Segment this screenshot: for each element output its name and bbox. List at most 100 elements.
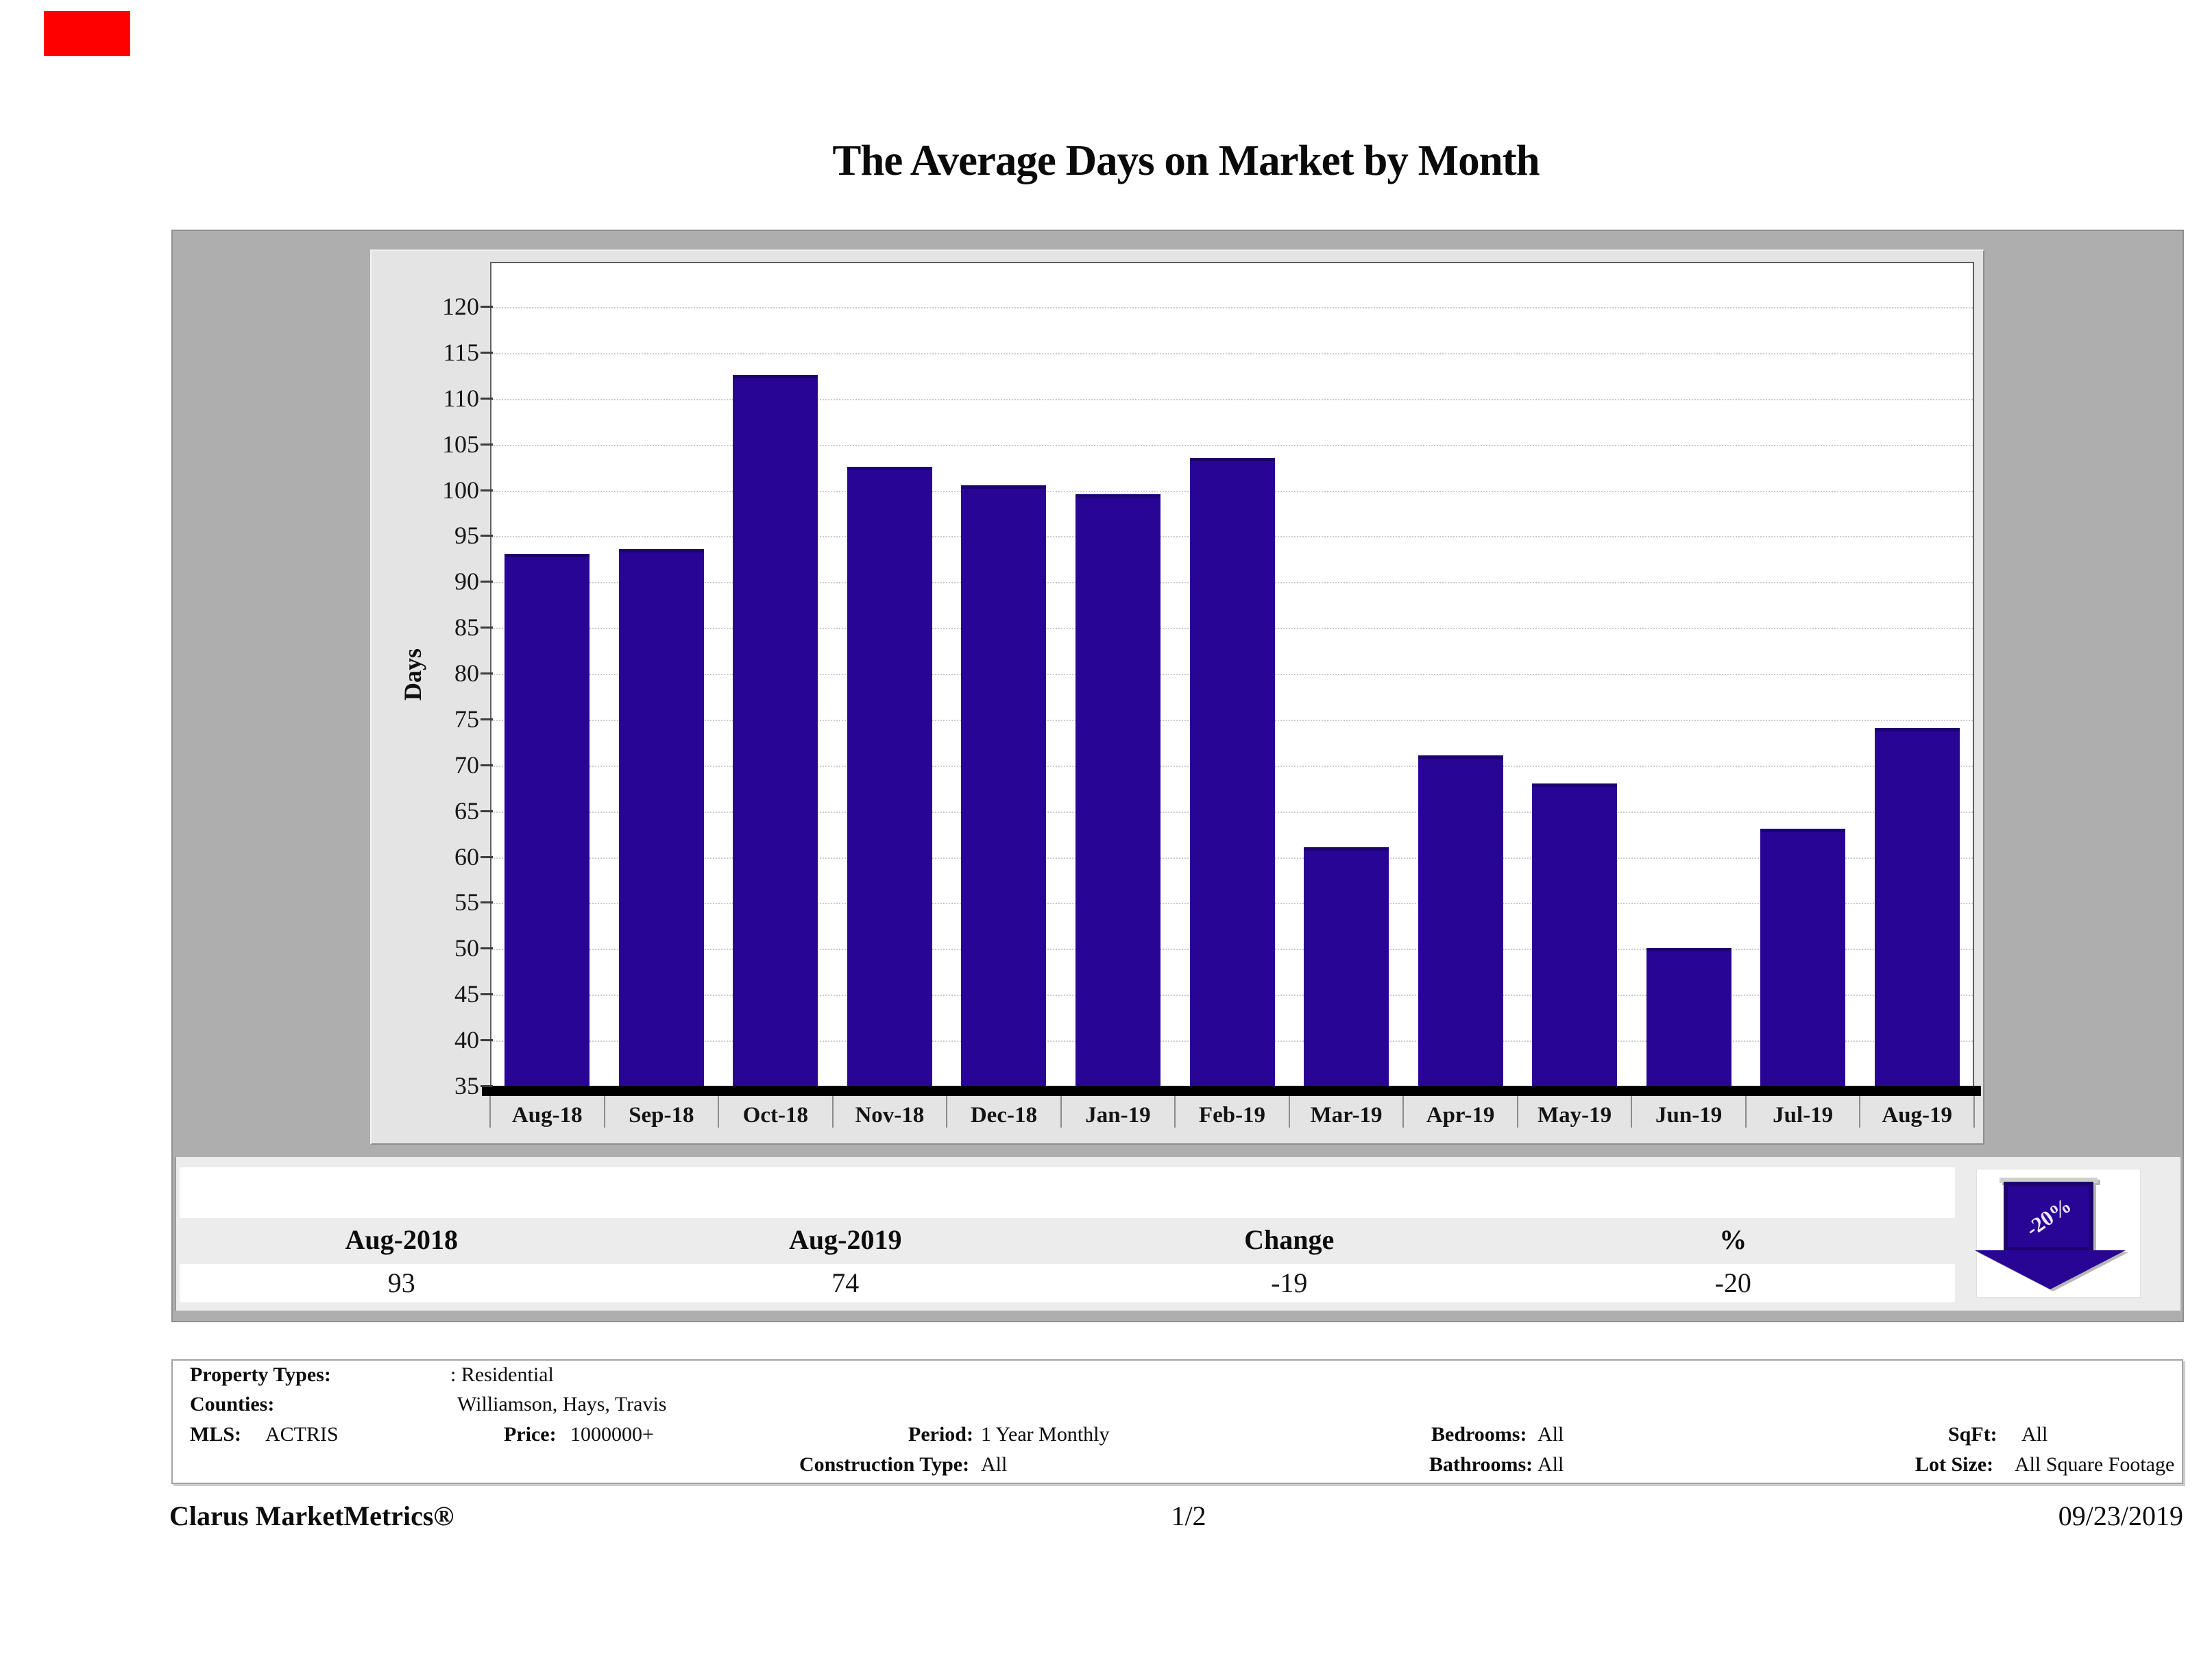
y-tick-label: 75: [454, 705, 479, 733]
bar: [1075, 494, 1160, 1086]
arrow-cap: [2000, 1178, 2098, 1183]
y-tick-mark: [481, 489, 493, 491]
bar: [1646, 948, 1731, 1086]
bar: [847, 467, 932, 1086]
gridline: [491, 307, 1973, 308]
y-tick-label: 60: [454, 842, 479, 871]
down-arrow-icon: -20%: [1975, 1169, 2141, 1298]
y-tick-label: 110: [443, 384, 479, 412]
summary-header: Aug-2018: [345, 1224, 458, 1255]
property-types-value: : Residential: [450, 1363, 554, 1386]
footer-date: 09/23/2019: [2058, 1500, 2183, 1531]
x-tick-separator: [1402, 1096, 1405, 1128]
y-tick-mark: [481, 1039, 493, 1042]
bar: [618, 549, 704, 1086]
y-tick-label: 95: [454, 522, 479, 550]
y-tick-mark: [481, 810, 493, 812]
bar: [1189, 457, 1275, 1086]
x-tick-separator: [1288, 1096, 1290, 1128]
y-tick-mark: [481, 443, 493, 446]
x-tick-separator: [1516, 1096, 1518, 1128]
bar: [1418, 755, 1503, 1086]
arrow-head: [1975, 1250, 2126, 1289]
y-tick-mark: [481, 535, 493, 537]
y-tick-mark: [481, 581, 493, 583]
x-tick-separator: [1973, 1096, 1975, 1128]
lot-size-value: All Square Footage: [2015, 1453, 2175, 1476]
x-axis-label: Jul-19: [1773, 1103, 1834, 1128]
x-axis-label: Oct-18: [742, 1103, 808, 1128]
counties-label: Counties:: [190, 1393, 275, 1415]
y-tick-label: 70: [454, 751, 479, 779]
y-tick-label: 65: [454, 797, 479, 825]
y-tick-mark: [481, 672, 493, 675]
summary-value: 74: [831, 1267, 860, 1298]
bar: [1760, 829, 1846, 1086]
x-axis-label: Jan-19: [1085, 1103, 1151, 1128]
price-label: Price:: [504, 1423, 557, 1446]
counties-value: Williamson, Hays, Travis: [457, 1393, 667, 1415]
footer-brand: Clarus MarketMetrics®: [169, 1500, 454, 1531]
y-tick-label: 80: [454, 659, 479, 688]
y-tick-mark: [481, 764, 493, 766]
summary-value: -20: [1714, 1267, 1751, 1298]
bathrooms-value: All: [1538, 1453, 1564, 1476]
x-tick-separator: [718, 1096, 720, 1128]
x-axis-label: Aug-18: [511, 1103, 583, 1128]
summary-value: -19: [1271, 1267, 1308, 1298]
y-tick-mark: [481, 627, 493, 629]
summary-header: Change: [1244, 1224, 1335, 1255]
y-tick-mark: [481, 947, 493, 950]
y-tick-label: 105: [442, 430, 479, 458]
chart-container: Days 35 40 45 50 55 60 65 70 75 80 85 90 95 100 105 110…: [171, 230, 2184, 1322]
bar: [1532, 783, 1618, 1086]
y-tick-label: 35: [454, 1072, 479, 1099]
y-tick-label: 115: [443, 338, 479, 366]
construction-type-label: Construction Type:: [799, 1453, 970, 1476]
bar: [961, 485, 1047, 1086]
x-tick-separator: [489, 1096, 491, 1128]
x-axis-label: Nov-18: [855, 1103, 925, 1128]
mls-value: ACTRIS: [265, 1423, 339, 1446]
x-axis-label: Sep-18: [629, 1103, 694, 1128]
x-tick-separator: [603, 1096, 605, 1128]
sqft-value: All: [2021, 1423, 2048, 1446]
x-tick-separator: [1631, 1096, 1633, 1128]
red-mark: [44, 11, 130, 56]
y-tick-mark: [481, 901, 493, 904]
trend-arrow-box: -20%: [1975, 1169, 2141, 1298]
x-axis-label: Apr-19: [1426, 1103, 1495, 1128]
summary-value: 93: [387, 1267, 415, 1298]
y-tick-mark: [481, 718, 493, 720]
x-tick-separator: [1745, 1096, 1747, 1128]
construction-type-value: All: [981, 1453, 1008, 1476]
x-axis-baseline: [482, 1086, 1981, 1096]
mls-label: MLS:: [190, 1423, 241, 1446]
footer-page-number: 1/2: [1171, 1500, 1206, 1531]
lot-size-label: Lot Size:: [1915, 1453, 1994, 1476]
y-tick-mark: [481, 397, 493, 400]
bedrooms-value: All: [1538, 1423, 1564, 1446]
gridline: [491, 444, 1973, 446]
arrow-shaft: [2004, 1182, 2093, 1251]
y-tick-label: 100: [442, 476, 479, 504]
bar: [1874, 728, 1960, 1086]
period-label: Period:: [908, 1423, 973, 1446]
y-tick-label: 90: [454, 568, 479, 596]
bedrooms-label: Bedrooms:: [1431, 1423, 1527, 1446]
x-tick-separator: [946, 1096, 948, 1128]
x-axis-label: Jun-19: [1655, 1103, 1723, 1128]
bar: [1304, 847, 1389, 1086]
y-tick-mark: [481, 351, 493, 354]
summary-header: %: [1719, 1224, 1747, 1255]
x-tick-separator: [831, 1096, 834, 1128]
property-types-label: Property Types:: [190, 1363, 331, 1386]
plot-area: [490, 262, 1974, 1086]
y-tick-mark: [481, 855, 493, 858]
y-tick-label: 120: [442, 293, 479, 320]
x-axis-label: Dec-18: [970, 1103, 1037, 1128]
y-tick-mark: [481, 1085, 493, 1087]
sqft-label: SqFt:: [1948, 1423, 1997, 1446]
x-axis-label: Mar-19: [1310, 1103, 1383, 1128]
